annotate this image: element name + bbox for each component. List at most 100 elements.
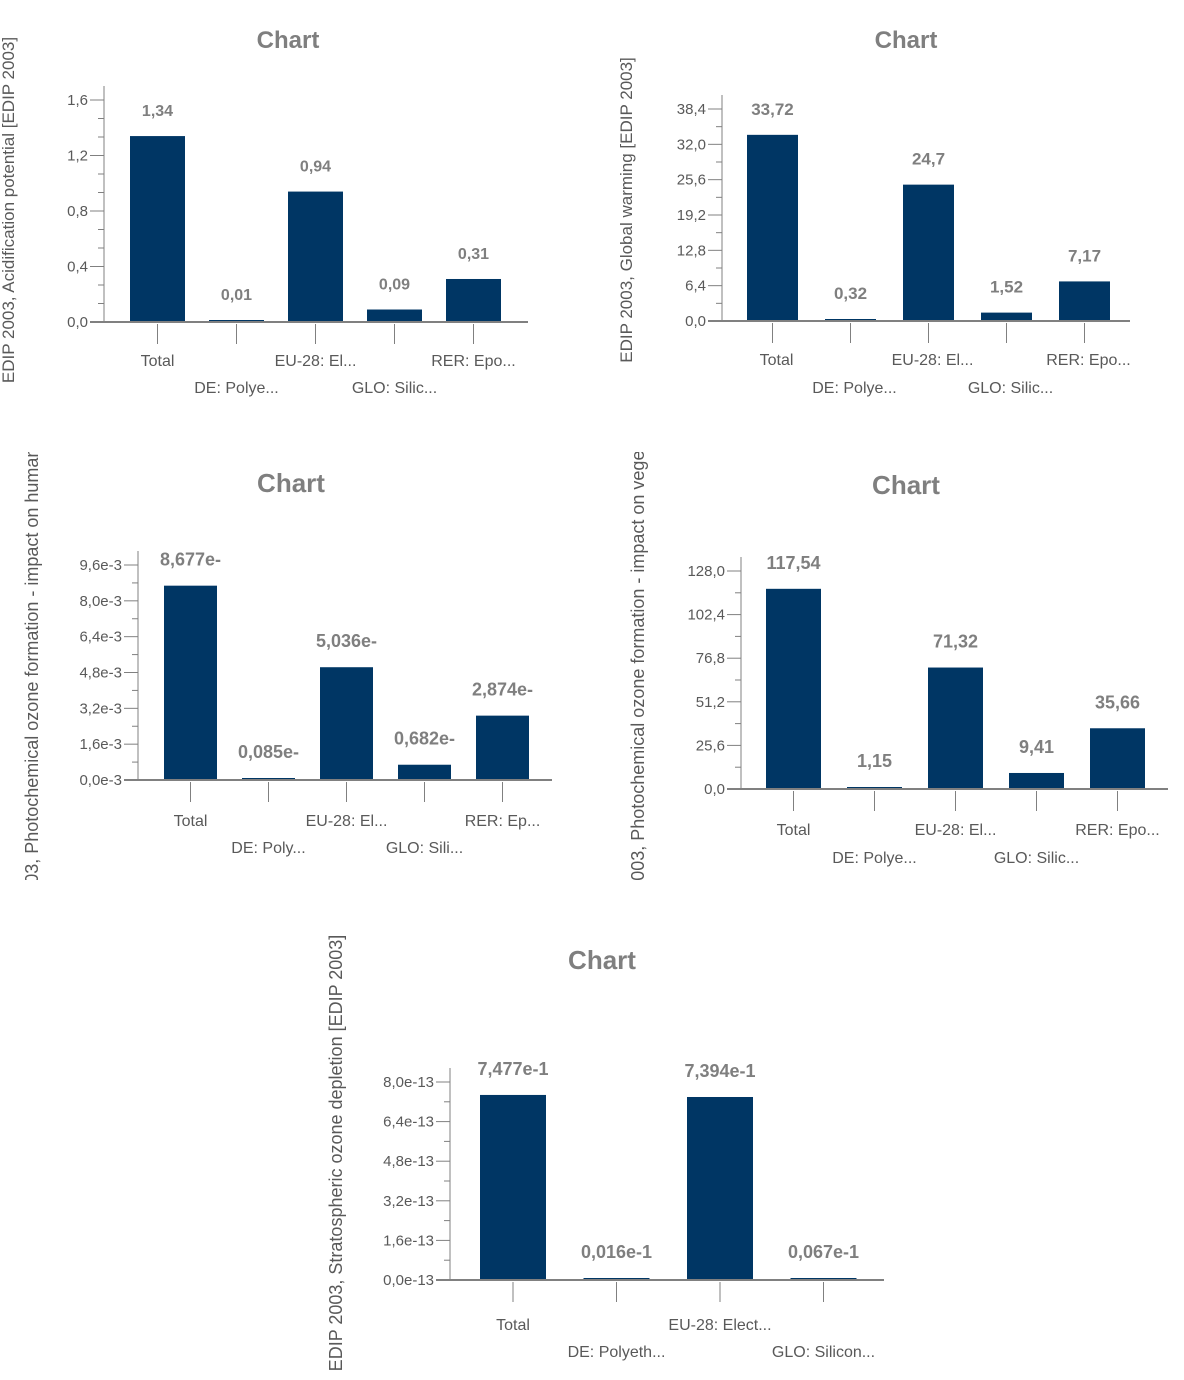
y-tick-label: 12,8 <box>677 242 706 259</box>
y-tick-label: 1,6 <box>67 92 88 109</box>
x-tick-label: GLO: Silic... <box>994 850 1079 867</box>
data-label-2: 0,016e-1 <box>581 1242 652 1262</box>
x-tick-label: RER: Ep... <box>465 813 541 830</box>
chart-title: Chart <box>568 945 636 975</box>
x-tick-label: RER: Epo... <box>431 353 515 370</box>
data-label-3: 7,394e-1 <box>684 1061 755 1081</box>
x-tick-label: DE: Poly... <box>231 840 305 857</box>
y-tick-label: 1,6e-13 <box>383 1232 434 1249</box>
x-tick-label: DE: Polye... <box>812 380 896 397</box>
bar-1 <box>164 586 217 781</box>
x-tick-label: GLO: Silic... <box>968 380 1053 397</box>
chart-svg: Chart EDIP 2003, Photochemical ozone form… <box>612 452 1184 880</box>
y-tick-label: 0,0e-13 <box>383 1272 434 1289</box>
y-tick-label: 0,4 <box>67 259 88 276</box>
data-label-3: 0,94 <box>300 159 331 176</box>
chart-svg: Chart EDIP 2003, Stratospheric ozone depl… <box>302 926 902 1380</box>
x-tick-label: EU-28: Elect... <box>668 1317 771 1334</box>
data-label-4: 0,09 <box>379 277 410 294</box>
y-axis-label: EDIP 2003, Global warming [EDIP 2003] <box>617 57 636 363</box>
bar-4 <box>398 765 451 781</box>
y-tick-label: 102,4 <box>687 607 725 624</box>
x-tick-label: DE: Polyeth... <box>568 1344 666 1361</box>
data-label-1: 33,72 <box>751 100 794 119</box>
chart-title: Chart <box>875 27 938 54</box>
x-tick-label: Total <box>141 353 175 370</box>
chart-title: Chart <box>257 27 320 54</box>
x-tick-label: Total <box>760 352 794 369</box>
x-tick-label: GLO: Sili... <box>386 840 463 857</box>
y-tick-label: 6,4 <box>685 278 706 295</box>
y-tick-label: 9,6e-3 <box>79 557 122 574</box>
bar-1 <box>130 136 185 323</box>
bar-3 <box>320 667 373 781</box>
data-label-4: 0,682e- <box>394 729 455 749</box>
data-label-2: 1,15 <box>857 751 892 771</box>
y-tick-label: 51,2 <box>696 694 725 711</box>
x-tick-label: EU-28: El... <box>892 352 974 369</box>
y-tick-label: 1,2 <box>67 148 88 165</box>
data-label-5: 2,874e- <box>472 680 533 700</box>
data-label-2: 0,01 <box>221 287 252 304</box>
x-tick-label: DE: Polye... <box>832 850 916 867</box>
y-tick-label: 4,8e-13 <box>383 1153 434 1170</box>
y-axis-label: EDIP 2003, Photochemical ozone formation… <box>628 452 648 880</box>
data-label-2: 0,085e- <box>238 742 299 762</box>
y-tick-label: 1,6e-3 <box>79 736 122 753</box>
data-label-5: 0,31 <box>458 246 489 263</box>
data-label-2: 0,32 <box>834 284 867 303</box>
y-tick-label: 3,2e-13 <box>383 1193 434 1210</box>
data-label-1: 1,34 <box>142 103 173 120</box>
bar-5 <box>446 279 501 323</box>
x-tick-label: Total <box>496 1317 530 1334</box>
y-tick-label: 8,0e-3 <box>79 593 122 610</box>
x-tick-label: DE: Polye... <box>194 380 278 397</box>
y-tick-label: 76,8 <box>696 650 725 667</box>
chart-global-warming: Chart EDIP 2003, Global warming [EDIP 200… <box>612 0 1184 410</box>
y-tick-label: 0,0 <box>704 781 725 798</box>
y-tick-label: 0,0 <box>685 313 706 330</box>
bar-5 <box>476 716 529 781</box>
y-tick-label: 25,6 <box>677 172 706 189</box>
y-tick-label: 25,6 <box>696 737 725 754</box>
bar-4 <box>367 310 422 323</box>
data-label-1: 7,477e-1 <box>477 1059 548 1079</box>
bar-3 <box>903 185 954 322</box>
data-label-5: 7,17 <box>1068 246 1101 265</box>
chart-ozone-vegetation: Chart EDIP 2003, Photochemical ozone form… <box>612 452 1184 880</box>
y-tick-label: 38,4 <box>677 101 706 118</box>
data-label-3: 71,32 <box>933 632 978 652</box>
y-tick-label: 19,2 <box>677 207 706 224</box>
bar-3 <box>928 668 983 790</box>
data-label-5: 35,66 <box>1095 692 1140 712</box>
y-tick-label: 0,0 <box>67 314 88 331</box>
x-tick-label: EU-28: El... <box>306 813 388 830</box>
y-axis-label: EDIP 2003, Photochemical ozone formation… <box>22 452 42 880</box>
bar-1 <box>747 135 798 322</box>
y-tick-label: 4,8e-3 <box>79 665 122 682</box>
x-tick-label: GLO: Silicon... <box>772 1344 875 1361</box>
y-tick-label: 6,4e-3 <box>79 629 122 646</box>
chart-title: Chart <box>257 468 325 498</box>
data-label-4: 0,067e-1 <box>788 1242 859 1262</box>
y-tick-label: 32,0 <box>677 136 706 153</box>
x-tick-label: EU-28: El... <box>275 353 357 370</box>
bar-1 <box>480 1095 546 1281</box>
x-tick-label: EU-28: El... <box>915 822 997 839</box>
bar-5 <box>1090 728 1145 790</box>
data-label-1: 117,54 <box>766 553 820 573</box>
data-label-4: 9,41 <box>1019 737 1054 757</box>
data-label-1: 8,677e- <box>160 550 221 570</box>
y-tick-label: 128,0 <box>687 563 725 580</box>
chart-ozone-human-health: Chart EDIP 2003, Photochemical ozone form… <box>0 452 566 880</box>
x-tick-label: Total <box>777 822 811 839</box>
x-tick-label: GLO: Silic... <box>352 380 437 397</box>
data-label-3: 5,036e- <box>316 631 377 651</box>
data-label-3: 24,7 <box>912 150 945 169</box>
chart-svg: Chart EDIP 2003, Global warming [EDIP 200… <box>612 0 1184 410</box>
y-tick-label: 3,2e-3 <box>79 700 122 717</box>
x-tick-label: RER: Epo... <box>1046 352 1130 369</box>
x-tick-label: Total <box>174 813 208 830</box>
data-label-4: 1,52 <box>990 278 1023 297</box>
bar-1 <box>766 589 821 790</box>
